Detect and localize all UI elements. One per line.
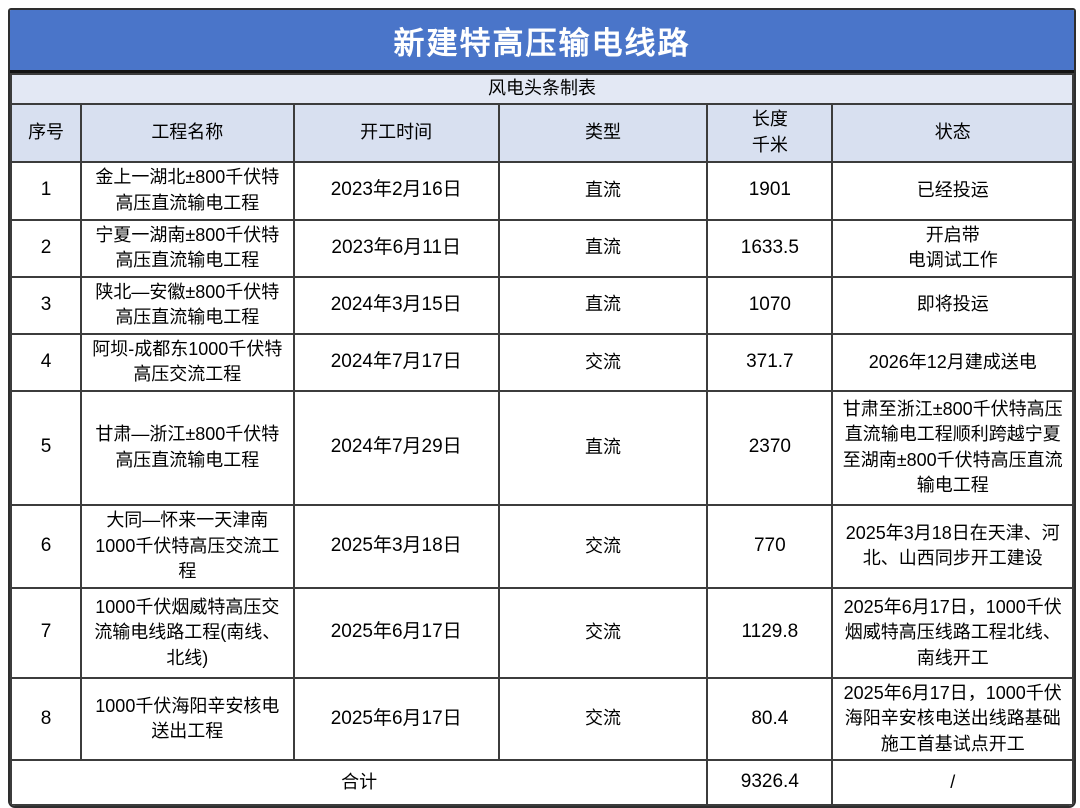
- cell-seq: 6: [10, 503, 83, 589]
- cell-length: 1901: [706, 160, 834, 221]
- total-length: 9326.4: [706, 759, 834, 807]
- cell-seq: 1: [10, 160, 83, 221]
- cell-status: 2025年6月17日，1000千伏海阳辛安核电送出线路基础施工首基试点开工: [831, 676, 1074, 762]
- cell-project-name: 阿坝-成都东1000千伏特高压交流工程: [80, 332, 295, 392]
- cell-project-name: 陕北—安徽±800千伏特高压直流输电工程: [80, 275, 295, 335]
- cell-start-date: 2023年6月11日: [292, 218, 500, 278]
- subtitle-row: 风电头条制表: [10, 73, 1074, 105]
- cell-type: 直流: [497, 275, 709, 335]
- cell-seq: 5: [10, 389, 83, 506]
- cell-length: 1129.8: [706, 586, 834, 679]
- cell-length: 80.4: [706, 676, 834, 762]
- cell-status: 甘肃至浙江±800千伏特高压直流输电工程顺利跨越宁夏至湖南±800千伏特高压直流…: [831, 389, 1074, 506]
- cell-start-date: 2024年7月29日: [292, 389, 500, 506]
- cell-project-name: 甘肃—浙江±800千伏特高压直流输电工程: [80, 389, 295, 506]
- cell-project-name: 宁夏一湖南±800千伏特高压直流输电工程: [80, 218, 295, 278]
- cell-project-name: 1000千伏烟威特高压交流输电线路工程(南线、北线): [80, 586, 295, 679]
- cell-length: 1633.5: [706, 218, 834, 278]
- cell-type: 交流: [497, 332, 709, 392]
- cell-start-date: 2025年6月17日: [292, 586, 500, 679]
- cell-length: 770: [706, 503, 834, 589]
- cell-length: 2370: [706, 389, 834, 506]
- cell-type: 直流: [497, 389, 709, 506]
- cell-status: 2025年6月17日，1000千伏烟威特高压线路工程北线、南线开工: [831, 586, 1074, 679]
- cell-start-date: 2025年3月18日: [292, 503, 500, 589]
- cell-project-name: 1000千伏海阳辛安核电送出工程: [80, 676, 295, 762]
- cell-project-name: 金上一湖北±800千伏特高压直流输电工程: [80, 160, 295, 221]
- cell-seq: 7: [10, 586, 83, 679]
- table-row: 8 1000千伏海阳辛安核电送出工程 2025年6月17日 交流 80.4 20…: [10, 676, 1074, 762]
- table-row: 2 宁夏一湖南±800千伏特高压直流输电工程 2023年6月11日 直流 163…: [10, 218, 1074, 278]
- cell-type: 交流: [497, 676, 709, 762]
- col-header-length-line2: 千米: [751, 134, 788, 155]
- cell-project-name: 大同—怀来一天津南1000千伏特高压交流工程: [80, 503, 295, 589]
- table-title-bar: 新建特高压输电线路: [10, 10, 1074, 73]
- cell-seq: 3: [10, 275, 83, 335]
- cell-start-date: 2024年3月15日: [292, 275, 500, 335]
- cell-length: 371.7: [706, 332, 834, 392]
- cell-type: 直流: [497, 160, 709, 221]
- cell-status: 已经投运: [831, 160, 1074, 221]
- cell-seq: 2: [10, 218, 83, 278]
- cell-status: 开启带 电调试工作: [831, 218, 1074, 278]
- table-title: 新建特高压输电线路: [393, 25, 691, 61]
- col-header-type: 类型: [497, 102, 709, 163]
- col-header-length: 长度 千米: [706, 102, 834, 163]
- cell-status: 2026年12月建成送电: [831, 332, 1074, 392]
- cell-type: 交流: [497, 586, 709, 679]
- cell-start-date: 2023年2月16日: [292, 160, 500, 221]
- table-row: 1 金上一湖北±800千伏特高压直流输电工程 2023年2月16日 直流 190…: [10, 160, 1074, 221]
- cell-seq: 4: [10, 332, 83, 392]
- col-header-name: 工程名称: [80, 102, 295, 163]
- uhv-table-card: 新建特高压输电线路 风电头条制表 序号 工程名称 开工时间 类型 长度: [8, 8, 1076, 808]
- table-row: 7 1000千伏烟威特高压交流输电线路工程(南线、北线) 2025年6月17日 …: [10, 586, 1074, 679]
- col-header-length-line1: 长度: [751, 109, 788, 129]
- cell-type: 直流: [497, 218, 709, 278]
- table-subtitle: 风电头条制表: [10, 73, 1074, 105]
- col-header-seq: 序号: [10, 102, 83, 163]
- table-row: 6 大同—怀来一天津南1000千伏特高压交流工程 2025年3月18日 交流 7…: [10, 503, 1074, 589]
- total-row: 合计 9326.4 /: [10, 759, 1074, 807]
- cell-seq: 8: [10, 676, 83, 762]
- header-row: 序号 工程名称 开工时间 类型 长度 千米 状态: [10, 102, 1074, 163]
- table-row: 4 阿坝-成都东1000千伏特高压交流工程 2024年7月17日 交流 371.…: [10, 332, 1074, 392]
- total-label: 合计: [10, 759, 709, 807]
- cell-type: 交流: [497, 503, 709, 589]
- col-header-start-date: 开工时间: [292, 102, 500, 163]
- cell-length: 1070: [706, 275, 834, 335]
- uhv-projects-table: 风电头条制表 序号 工程名称 开工时间 类型 长度 千米 状态 1 金上一湖北±…: [10, 73, 1074, 807]
- cell-start-date: 2025年6月17日: [292, 676, 500, 762]
- cell-status: 2025年3月18日在天津、河北、山西同步开工建设: [831, 503, 1074, 589]
- col-header-status: 状态: [831, 102, 1074, 163]
- table-row: 5 甘肃—浙江±800千伏特高压直流输电工程 2024年7月29日 直流 237…: [10, 389, 1074, 506]
- table-row: 3 陕北—安徽±800千伏特高压直流输电工程 2024年3月15日 直流 107…: [10, 275, 1074, 335]
- total-status: /: [831, 759, 1074, 807]
- cell-status: 即将投运: [831, 275, 1074, 335]
- cell-start-date: 2024年7月17日: [292, 332, 500, 392]
